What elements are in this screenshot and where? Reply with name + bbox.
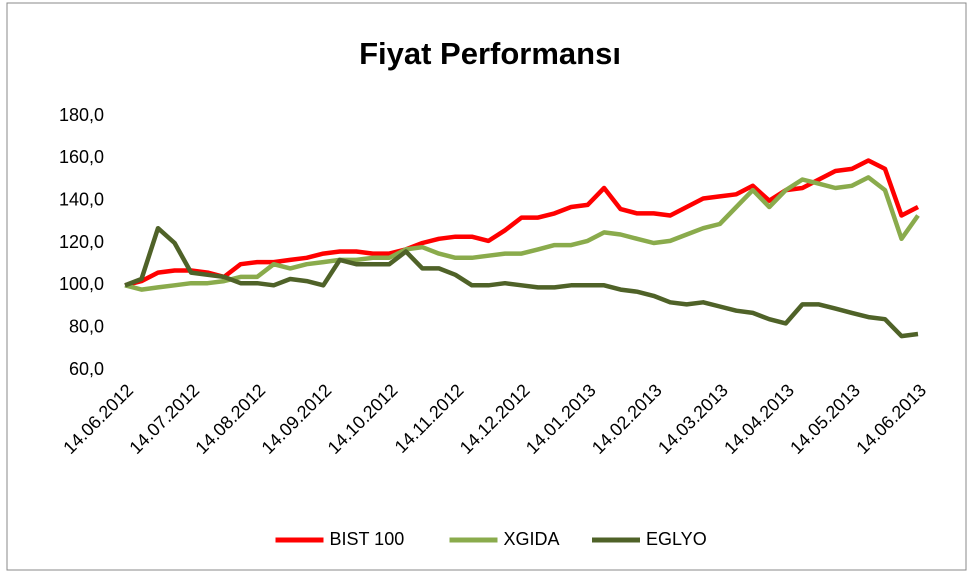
- y-tick-label: 100,0: [59, 274, 104, 294]
- y-tick-label: 180,0: [59, 105, 104, 125]
- legend-label: XGIDA: [504, 529, 560, 549]
- series-line: [124, 225, 919, 339]
- y-tick-label: 140,0: [59, 189, 104, 209]
- series-line: [124, 175, 920, 292]
- legend-label: BIST 100: [330, 529, 405, 549]
- y-tick-label: 80,0: [69, 316, 104, 336]
- y-tick-label: 120,0: [59, 232, 104, 252]
- chart-title: Fiyat Performansı: [359, 36, 621, 71]
- y-tick-label: 60,0: [69, 359, 104, 379]
- y-tick-label: 160,0: [59, 147, 104, 167]
- legend-label: EGLYO: [646, 529, 707, 549]
